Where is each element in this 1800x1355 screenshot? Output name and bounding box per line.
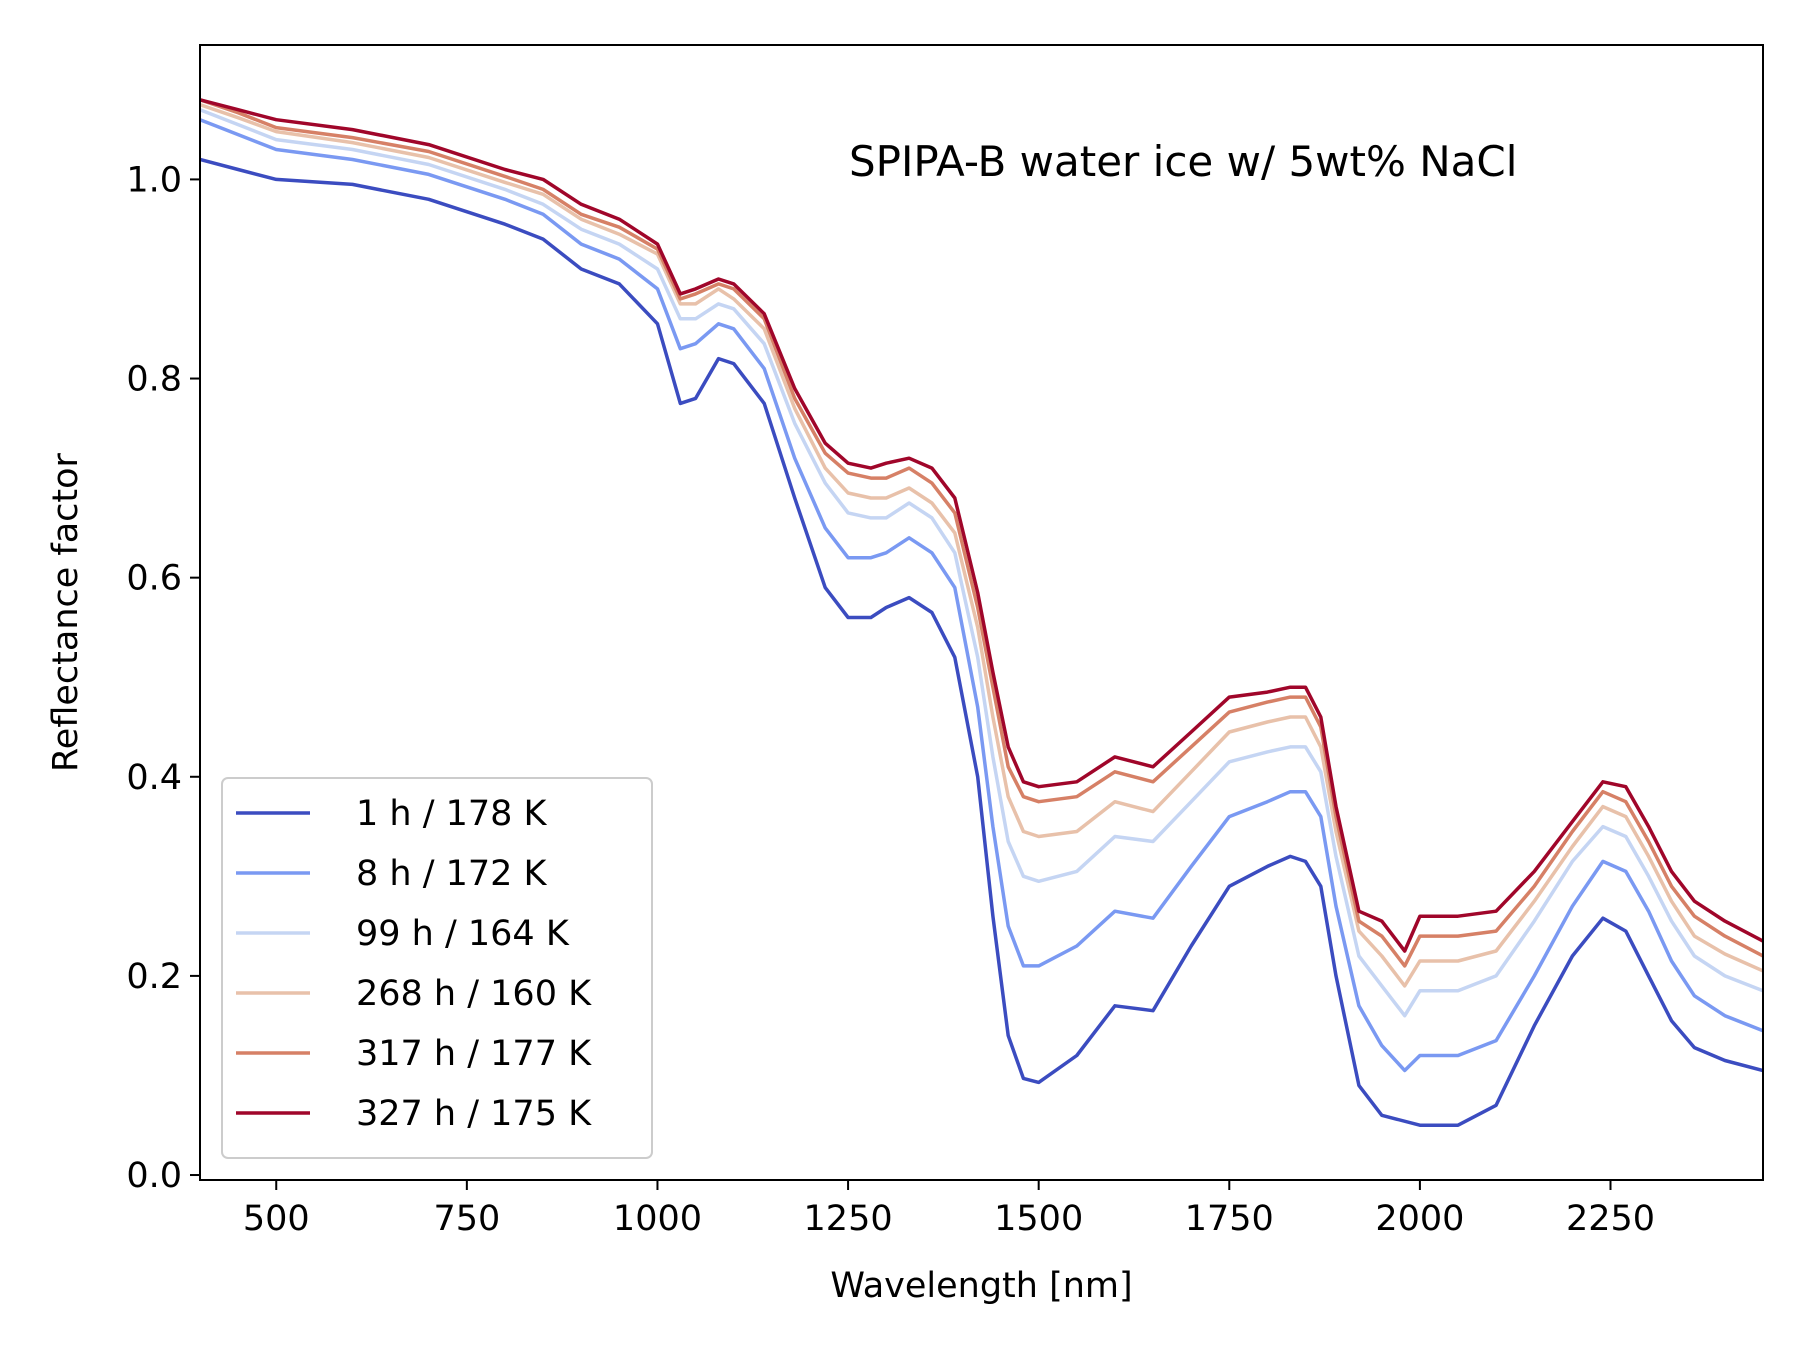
chart-annotation: SPIPA-B water ice w/ 5wt% NaCl [849, 137, 1517, 186]
series-line-1 [200, 157, 1763, 1127]
series-line-2 [200, 117, 1763, 1073]
ticks-layer: 500 750 1000 1250 1500 1750 2000 2250 0.0 0.2 0.4 0… [126, 160, 1655, 1239]
series-line-3 [200, 107, 1763, 1018]
x-tick-label: 1000 [613, 1199, 702, 1239]
x-tick-label: 500 [243, 1199, 310, 1239]
y-tick-label: 0.2 [126, 957, 182, 997]
x-tick-label: 1500 [994, 1199, 1083, 1239]
y-tick-label: 0.8 [126, 360, 182, 400]
x-tick-label: 2250 [1566, 1199, 1655, 1239]
legend-label-5: 317 h / 177 K [356, 1034, 592, 1074]
y-tick-label: 1.0 [126, 160, 182, 200]
plot-frame [199, 44, 1764, 1181]
legend-label-6: 327 h / 175 K [356, 1094, 592, 1134]
x-tick-label: 1250 [804, 1199, 893, 1239]
series-line-5 [200, 98, 1763, 968]
x-tick-label: 2000 [1375, 1199, 1464, 1239]
series-layer [200, 98, 1763, 1127]
x-tick-label: 750 [433, 1199, 500, 1239]
y-tick-label: 0.4 [126, 758, 182, 798]
legend: 1 h / 178 K 8 h / 172 K 99 h / 164 K 268 h … [221, 777, 653, 1159]
legend-label-1: 1 h / 178 K [356, 794, 548, 834]
legend-label-2: 8 h / 172 K [356, 854, 548, 894]
series-line-4 [200, 102, 1763, 988]
x-tick-label: 1750 [1185, 1199, 1274, 1239]
y-tick-label: 0.0 [126, 1156, 182, 1196]
y-tick-label: 0.6 [126, 559, 182, 599]
y-axis-title: Reflectance factor [46, 452, 86, 772]
series-line-6 [200, 98, 1763, 953]
x-axis-title: Wavelength [nm] [830, 1266, 1132, 1306]
legend-label-4: 268 h / 160 K [356, 974, 592, 1014]
legend-label-3: 99 h / 164 K [356, 914, 570, 954]
legend-box [221, 777, 653, 1159]
